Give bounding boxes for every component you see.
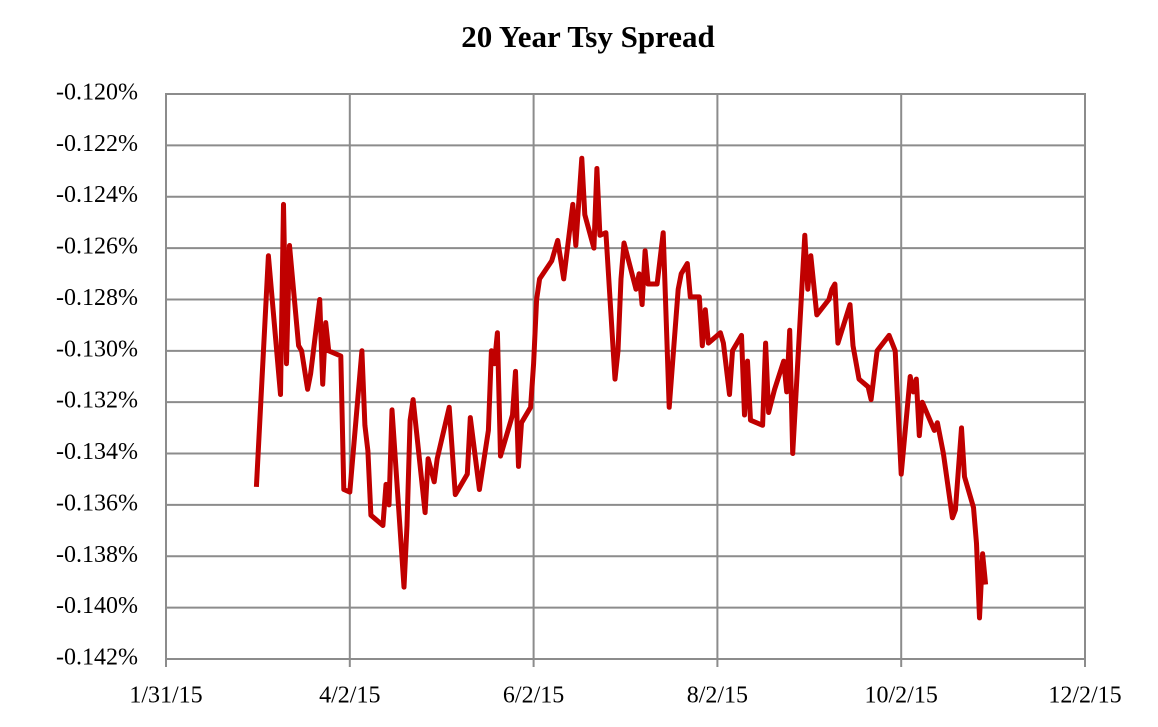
y-tick-label: -0.128% — [56, 285, 138, 311]
y-tick-label: -0.140% — [56, 593, 138, 619]
y-tick-label: -0.134% — [56, 439, 138, 465]
x-tick-label: 8/2/15 — [687, 683, 748, 709]
x-tick-label: 4/2/15 — [319, 683, 380, 709]
x-tick-label: 1/31/15 — [129, 683, 202, 709]
x-tick-label: 10/2/15 — [865, 683, 938, 709]
x-tick-label: 12/2/15 — [1048, 683, 1121, 709]
y-tick-label: -0.142% — [56, 645, 138, 671]
plot-border — [165, 93, 1086, 660]
y-tick-label: -0.126% — [56, 234, 138, 260]
chart-title: 20 Year Tsy Spread — [461, 19, 715, 54]
data-line — [253, 155, 989, 621]
y-tick-label: -0.136% — [56, 490, 138, 516]
y-tick-label: -0.138% — [56, 542, 138, 568]
y-tick-label: -0.122% — [56, 131, 138, 157]
y-tick-label: -0.130% — [56, 336, 138, 362]
y-tick-label: -0.120% — [56, 80, 138, 106]
y-tick-label: -0.132% — [56, 388, 138, 414]
x-tick-label: 6/2/15 — [503, 683, 564, 709]
y-tick-label: -0.124% — [56, 182, 138, 208]
